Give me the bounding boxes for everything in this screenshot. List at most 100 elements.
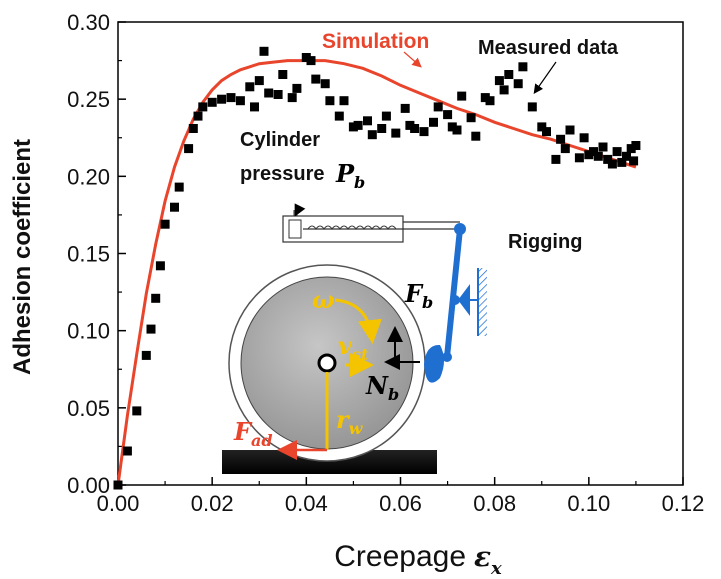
measured-point (334, 111, 344, 121)
rigging-lever (424, 223, 487, 383)
measured-point (320, 79, 330, 89)
measured-point (433, 102, 443, 112)
measured-point (527, 102, 537, 112)
measured-point (217, 94, 227, 104)
measured-point (598, 142, 608, 152)
measured-point (537, 122, 547, 132)
measured-point (306, 56, 316, 66)
fad-symbol: Fad (233, 417, 273, 450)
omega-symbol: ω (312, 285, 335, 314)
measured-point (443, 110, 453, 120)
omega-arrow (334, 298, 382, 344)
measured-point (188, 124, 198, 133)
measured-point (560, 144, 570, 154)
measured-point (292, 83, 302, 93)
measured-point (193, 111, 203, 121)
x-tick-labels: 0.00 0.02 0.04 0.06 0.08 0.10 0.12 (97, 491, 705, 516)
measured-point (629, 156, 639, 166)
measured-point (617, 157, 627, 167)
measured-point (245, 82, 255, 92)
measured-point (626, 144, 636, 154)
measured-point (141, 350, 151, 360)
measured-point (381, 111, 391, 121)
x-tick-label: 0.00 (97, 491, 140, 516)
measured-point (584, 150, 594, 160)
schematic-inset (222, 203, 487, 474)
measured-point (518, 62, 528, 72)
measured-pointer (533, 61, 557, 94)
cylinder-label-line1: Cylinder (240, 129, 320, 151)
x-tick-label: 0.08 (473, 491, 516, 516)
measured-point (250, 102, 259, 112)
measured-point (363, 116, 372, 126)
measured-point (485, 96, 495, 106)
measured-point (504, 70, 514, 79)
measured-point (542, 127, 551, 137)
measured-point (429, 117, 438, 127)
measured-point (174, 182, 184, 192)
measured-point (348, 122, 358, 132)
vst-symbol: vst (338, 331, 369, 364)
x-tick-label: 0.04 (285, 491, 328, 516)
measured-point (367, 130, 377, 140)
measured-point (170, 202, 179, 212)
y-tick-labels: 0.00 0.05 0.10 0.15 0.20 0.25 0.30 (67, 10, 110, 498)
rw-symbol: rw (336, 405, 364, 438)
y-tick-label: 0.00 (67, 473, 110, 498)
measured-point (452, 125, 462, 135)
wheel-axle (317, 353, 337, 373)
x-tick-label: 0.12 (662, 491, 705, 516)
measured-point (480, 93, 490, 103)
simulation-label: Simulation (322, 30, 429, 53)
measured-point (184, 144, 194, 154)
measured-point (612, 147, 622, 157)
y-tick-label: 0.05 (67, 396, 110, 421)
measured-point (551, 154, 561, 164)
measured-point (607, 159, 617, 169)
axis-ticks (117, 21, 684, 486)
measured-point (259, 46, 269, 56)
measured-point (574, 153, 584, 163)
x-axis-title: Creepage εx (334, 540, 502, 579)
measured-point (405, 120, 415, 130)
cylinder-label-line2: pressure (240, 163, 325, 185)
measured-point (579, 133, 589, 143)
measured-point (466, 113, 476, 123)
fb-symbol: Fb (404, 279, 433, 312)
x-tick-label: 0.02 (191, 491, 234, 516)
measured-points (113, 46, 641, 490)
measured-point (400, 103, 410, 113)
measured-point (113, 480, 123, 490)
measured-point (631, 141, 641, 150)
measured-point (419, 127, 429, 137)
measured-point (391, 128, 401, 138)
measured-point (311, 74, 321, 84)
y-axis-title: Adhesion coefficient (9, 139, 36, 375)
measured-point (207, 97, 217, 107)
measured-point (603, 154, 613, 164)
measured-point (254, 76, 264, 86)
measured-data-label: Measured data (478, 37, 619, 59)
measured-point (353, 120, 363, 130)
measured-point (264, 88, 274, 98)
measured-point (556, 134, 566, 144)
measured-point (593, 151, 603, 161)
simulation-pointer (403, 51, 422, 68)
nb-symbol: Nb (365, 371, 399, 404)
measured-point (132, 406, 142, 416)
measured-point (160, 219, 170, 229)
y-tick-label: 0.20 (67, 164, 110, 189)
measured-point (122, 446, 132, 456)
measured-point (499, 85, 509, 95)
measured-point (377, 124, 387, 133)
measured-point (447, 122, 457, 132)
measured-point (622, 151, 631, 161)
measured-point (198, 102, 208, 112)
measured-point (565, 125, 575, 135)
rigging-label: Rigging (508, 231, 582, 253)
measured-point (513, 79, 523, 89)
x-tick-label: 0.06 (379, 491, 422, 516)
measured-point (410, 124, 420, 133)
measured-point (151, 293, 161, 303)
